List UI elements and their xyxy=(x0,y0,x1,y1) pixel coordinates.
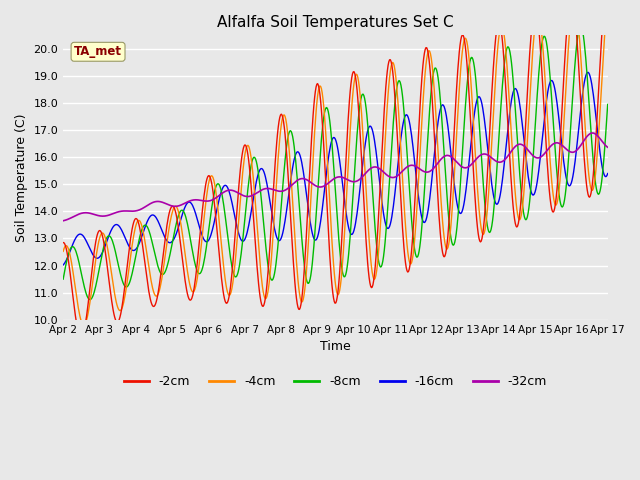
Title: Alfalfa Soil Temperatures Set C: Alfalfa Soil Temperatures Set C xyxy=(217,15,454,30)
Legend: -2cm, -4cm, -8cm, -16cm, -32cm: -2cm, -4cm, -8cm, -16cm, -32cm xyxy=(119,370,552,393)
Text: TA_met: TA_met xyxy=(74,45,122,58)
X-axis label: Time: Time xyxy=(320,340,351,353)
Y-axis label: Soil Temperature (C): Soil Temperature (C) xyxy=(15,113,28,242)
